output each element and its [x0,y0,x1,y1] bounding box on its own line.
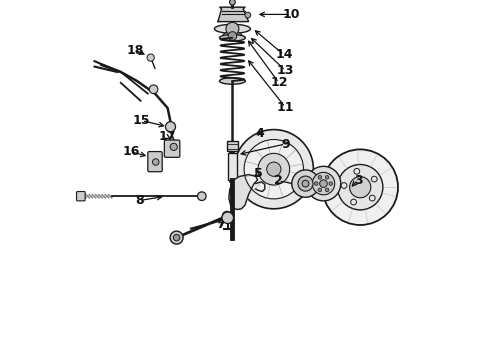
Text: 13: 13 [277,64,294,77]
Circle shape [350,177,371,198]
FancyBboxPatch shape [76,192,85,201]
Text: 10: 10 [282,8,300,21]
Circle shape [338,165,383,210]
Circle shape [147,54,154,61]
Circle shape [170,231,183,244]
Text: 15: 15 [133,114,150,127]
Circle shape [166,122,175,132]
Circle shape [371,176,377,182]
Text: 18: 18 [127,44,144,57]
Circle shape [319,180,327,188]
Circle shape [318,176,321,179]
Circle shape [258,153,290,185]
Circle shape [170,143,177,150]
Circle shape [244,139,303,199]
Text: 11: 11 [276,101,294,114]
Circle shape [302,180,309,187]
Circle shape [228,32,237,40]
Text: 7: 7 [216,218,225,231]
Text: 16: 16 [122,145,140,158]
Circle shape [222,212,233,224]
Circle shape [197,192,206,201]
Text: 9: 9 [281,138,290,150]
Text: 2: 2 [274,174,283,187]
Polygon shape [229,175,258,210]
Circle shape [322,149,398,225]
Circle shape [292,170,319,197]
Circle shape [152,159,159,165]
Circle shape [325,176,329,179]
Text: 14: 14 [275,48,293,61]
Ellipse shape [222,32,242,40]
Text: 4: 4 [255,127,264,140]
Ellipse shape [220,35,245,41]
Circle shape [245,12,251,18]
Circle shape [173,234,180,241]
FancyBboxPatch shape [148,152,162,172]
Circle shape [267,162,281,176]
Text: 3: 3 [354,174,362,186]
Circle shape [149,85,158,94]
Circle shape [229,0,235,5]
Circle shape [369,195,375,201]
Circle shape [312,172,335,195]
Circle shape [234,130,314,209]
Text: 12: 12 [270,76,288,89]
Circle shape [341,183,347,188]
Text: 6: 6 [172,233,181,246]
Ellipse shape [215,24,250,33]
Circle shape [329,182,333,185]
Circle shape [315,182,318,185]
FancyBboxPatch shape [227,141,238,151]
Text: 1: 1 [305,174,314,186]
FancyBboxPatch shape [228,153,237,180]
Circle shape [226,22,239,35]
Text: 8: 8 [135,194,144,207]
FancyBboxPatch shape [164,140,180,157]
Polygon shape [218,7,248,22]
Circle shape [354,168,360,174]
Circle shape [351,199,356,205]
Circle shape [298,176,313,191]
Circle shape [222,211,232,221]
Circle shape [318,188,321,192]
Circle shape [306,166,341,201]
Polygon shape [256,182,265,192]
Ellipse shape [220,78,245,84]
Text: 17: 17 [158,130,175,143]
Circle shape [325,188,329,192]
Text: 5: 5 [254,167,262,180]
